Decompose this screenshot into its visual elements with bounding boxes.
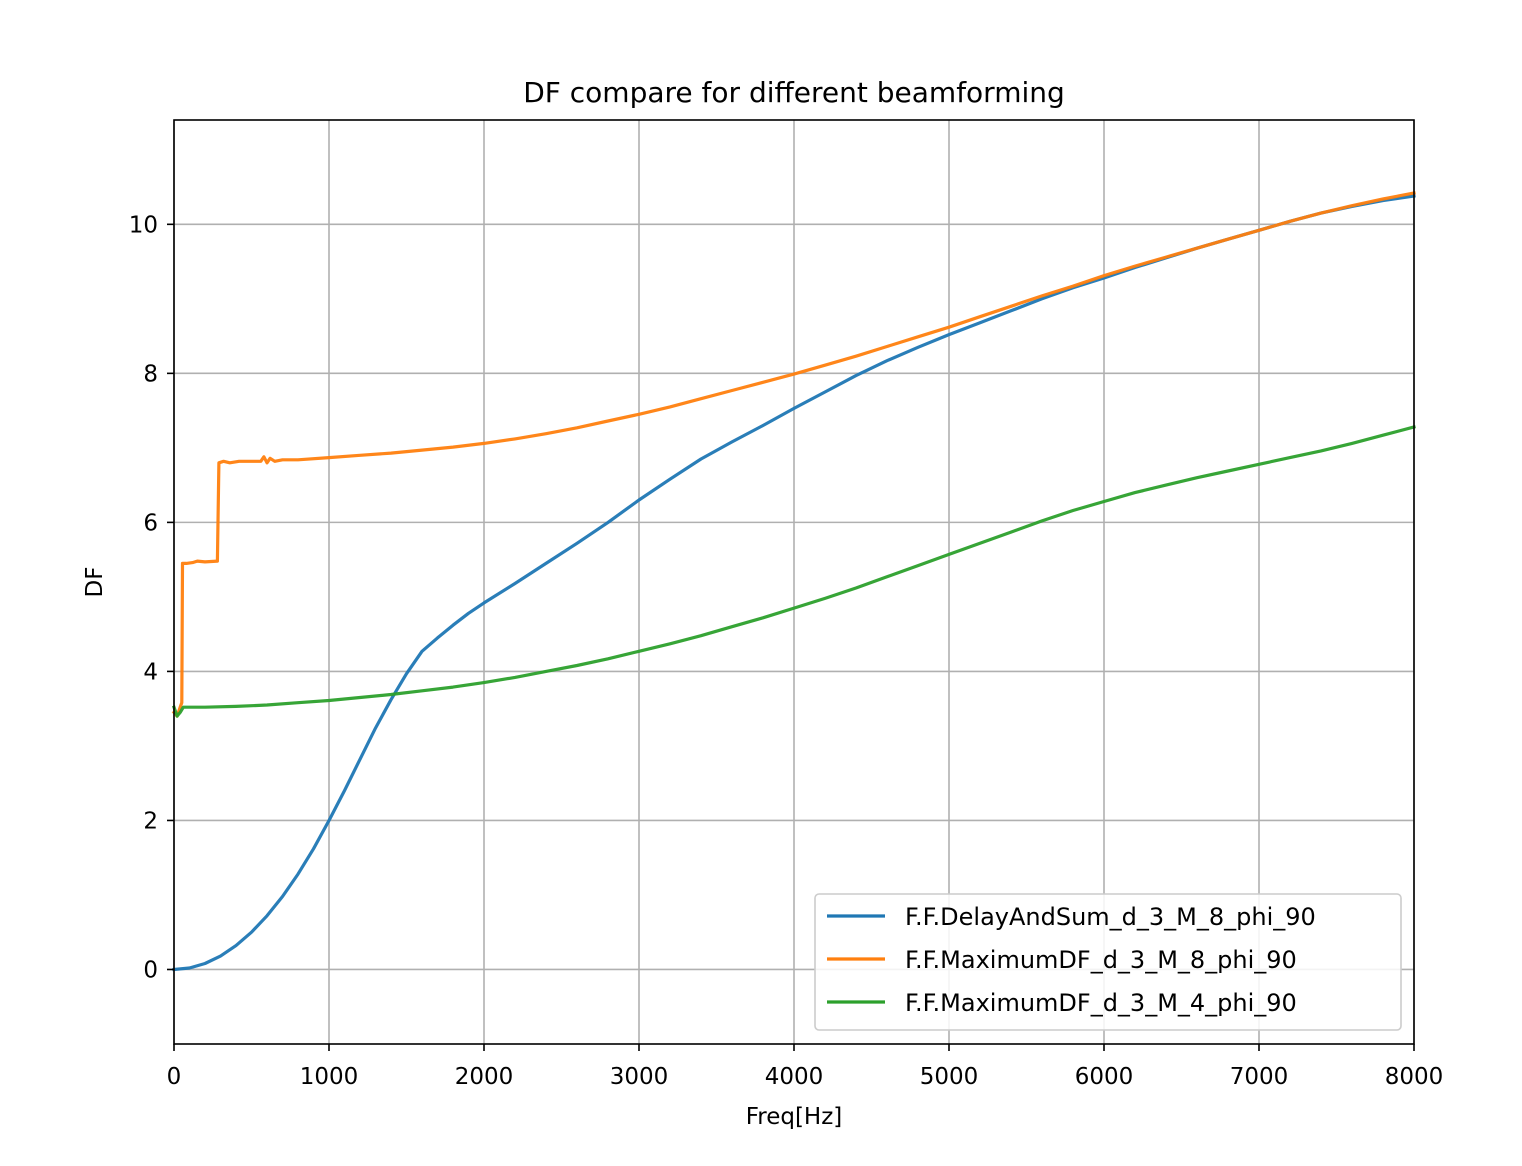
tick-layer: 0 1000 2000 3000 4000 5000 6000 7000 8000 0 2 4 6 8 10 [129,212,1444,1090]
y-tick-label: 6 [143,510,158,536]
x-tick-label: 2000 [455,1064,514,1090]
legend-box [814,893,1402,1031]
legend: F.F.DelayAndSum_d_3_M_8_phi_90 F.F.Maximu… [814,893,1402,1031]
x-tick-label: 7000 [1230,1064,1289,1090]
x-tick-label: 0 [167,1064,182,1090]
y-axis-label: DF [82,567,108,598]
x-tick-label: 5000 [920,1064,979,1090]
legend-label-3: F.F.MaximumDF_d_3_M_4_phi_90 [905,989,1297,1017]
x-tick-label: 1000 [300,1064,359,1090]
x-tick-label: 8000 [1385,1064,1444,1090]
x-tick-label: 6000 [1075,1064,1134,1090]
x-axis-label: Freq[Hz] [746,1104,843,1130]
x-tick-label: 3000 [610,1064,669,1090]
y-tick-label: 10 [129,212,158,238]
series-line-2 [171,191,1416,718]
legend-label-1: F.F.DelayAndSum_d_3_M_8_phi_90 [905,903,1316,931]
x-tick-label: 4000 [765,1064,824,1090]
legend-label-2: F.F.MaximumDF_d_3_M_8_phi_90 [905,946,1297,974]
series-layer [171,191,1416,972]
series-line-3 [171,425,1416,718]
y-tick-label: 0 [143,957,158,983]
y-tick-label: 2 [143,808,158,834]
chart-title: DF compare for different beamforming [523,76,1065,109]
y-tick-label: 4 [143,659,158,685]
y-tick-label: 8 [143,361,158,387]
